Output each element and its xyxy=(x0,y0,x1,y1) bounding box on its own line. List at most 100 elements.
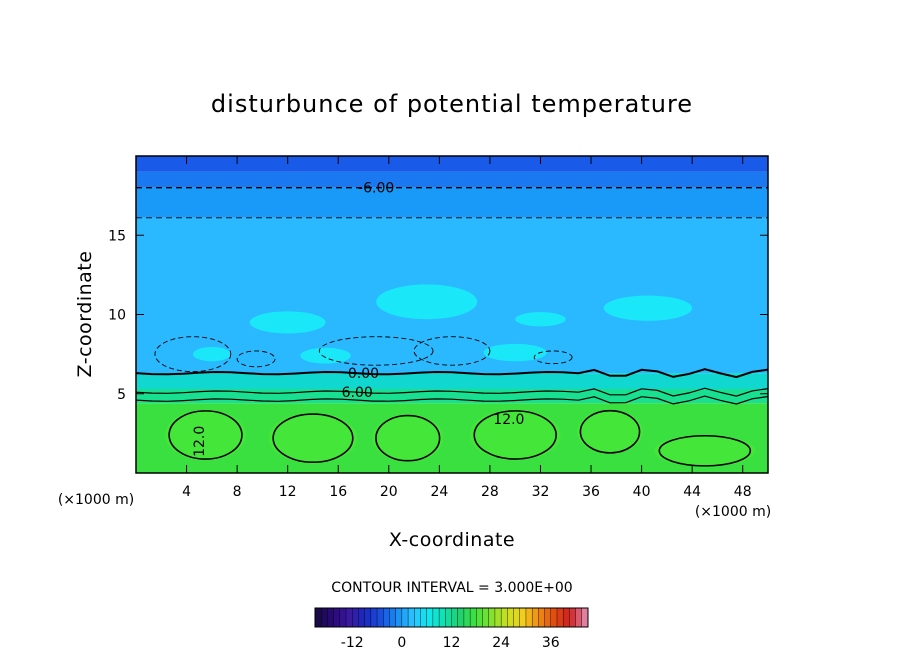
colorbar-swatch-5 xyxy=(345,607,353,628)
fill-band-4 xyxy=(136,373,768,389)
colorbar-swatch-13 xyxy=(395,607,403,628)
colorbar-swatch-12 xyxy=(389,607,397,628)
colorbar-swatch-26 xyxy=(476,607,484,628)
colorbar-swatch-33 xyxy=(519,607,527,628)
contour-lines xyxy=(135,186,769,467)
colorbar-swatch-43 xyxy=(581,607,589,628)
colorbar-tick-label-4: 36 xyxy=(542,635,560,651)
colorbar-tick-label-0: -12 xyxy=(341,635,364,651)
colorbar-ticks: -12 0 12 24 36 xyxy=(341,635,560,651)
contour-12-loop-3 xyxy=(473,410,557,460)
contour-12-loop-1 xyxy=(272,413,354,464)
colorbar-swatch-8 xyxy=(364,607,372,628)
contour-12-loop-0 xyxy=(168,410,243,460)
contour-labels: -6.00 0.00 6.00 12.0 12.0 xyxy=(192,181,524,457)
colorbar-swatch-19 xyxy=(432,607,440,628)
colorbar-swatch-17 xyxy=(420,607,428,628)
colorbar-swatch-22 xyxy=(451,607,459,628)
colorbar-swatch-25 xyxy=(469,607,477,628)
contour-12-loop-2 xyxy=(375,414,441,462)
contour-12-loop-4 xyxy=(579,409,641,454)
fill-band-2 xyxy=(136,187,768,218)
y-tick-label-0: 5 xyxy=(117,387,126,403)
x-tick-label-0: 4 xyxy=(182,484,191,500)
fill-patch-3 xyxy=(603,295,693,321)
colorbar-swatch-42 xyxy=(575,607,583,628)
colorbar-swatch-11 xyxy=(383,607,390,628)
contour-loop-1 xyxy=(236,350,276,368)
colorbar-swatch-21 xyxy=(445,607,452,628)
contour-label-4: 12.0 xyxy=(192,426,208,457)
colorbar-swatch-35 xyxy=(531,607,539,628)
contour-loop-4 xyxy=(533,350,573,365)
colorbar-swatch-2 xyxy=(327,607,335,628)
y-tick-label-2: 15 xyxy=(108,228,126,244)
colorbar-swatch-6 xyxy=(352,607,359,628)
fill-patch-5 xyxy=(483,343,547,362)
colorbar-swatch-14 xyxy=(401,607,409,628)
x-tick-label-6: 28 xyxy=(481,484,499,500)
colorbar-frame xyxy=(314,607,589,628)
x-tick-label-4: 20 xyxy=(380,484,398,500)
x-tick-label-5: 24 xyxy=(430,484,448,500)
x-tick-label-3: 16 xyxy=(329,484,347,500)
contour-solid-1 xyxy=(135,387,769,397)
colorbar-swatch-30 xyxy=(500,607,508,628)
colorbar-swatch-38 xyxy=(550,607,558,628)
y-axis-ticks: 5 10 15 xyxy=(108,228,768,403)
colorbar xyxy=(314,607,589,628)
fill-blob-5 xyxy=(654,434,756,467)
colorbar-swatch-31 xyxy=(507,607,515,628)
colorbar-swatch-39 xyxy=(556,607,564,628)
contour-label-2: 6.00 xyxy=(342,385,373,401)
x-unit-left: (×1000 m) xyxy=(58,492,134,508)
x-tick-label-7: 32 xyxy=(532,484,550,500)
contour-12-loop-5 xyxy=(658,434,752,467)
colorbar-tick-label-1: 0 xyxy=(397,635,406,651)
y-tick-label-1: 10 xyxy=(108,308,126,324)
colorbar-swatch-29 xyxy=(494,607,502,628)
colorbar-swatch-16 xyxy=(414,607,421,628)
fill-blob-1 xyxy=(268,412,358,464)
colorbar-swatch-24 xyxy=(463,607,471,628)
contour-fill xyxy=(136,156,768,473)
contour-solid-2 xyxy=(135,395,769,405)
colorbar-swatch-34 xyxy=(525,607,533,628)
colorbar-tick-label-2: 12 xyxy=(443,635,461,651)
colorbar-swatch-3 xyxy=(333,607,341,628)
colorbar-swatch-27 xyxy=(482,607,490,628)
colorbar-swatch-28 xyxy=(488,607,496,628)
colorbar-swatch-10 xyxy=(376,607,384,628)
x-tick-label-9: 40 xyxy=(633,484,651,500)
colorbar-swatch-23 xyxy=(457,607,465,628)
contour-label-3: 12.0 xyxy=(493,412,524,428)
contour-loop-3 xyxy=(413,336,491,366)
colorbar-swatch-15 xyxy=(407,607,415,628)
x-axis-label: X-coordinate xyxy=(389,529,515,551)
x-unit-right: (×1000 m) xyxy=(695,504,771,520)
colorbar-swatch-32 xyxy=(513,607,521,628)
contour-loop-0 xyxy=(154,336,232,373)
x-tick-label-2: 12 xyxy=(279,484,297,500)
fill-patch-1 xyxy=(376,284,478,320)
colorbar-swatch-9 xyxy=(370,607,378,628)
fill-patch-2 xyxy=(515,312,566,327)
contour-loop-2 xyxy=(318,336,434,366)
x-tick-label-8: 36 xyxy=(582,484,600,500)
fill-patch-6 xyxy=(192,346,231,362)
contour-interval-label: CONTOUR INTERVAL = 3.000E+00 xyxy=(331,580,572,596)
fill-patch-4 xyxy=(300,347,351,364)
chart-title: disturbunce of potential temperature xyxy=(211,90,693,118)
plot-area: -6.00 0.00 6.00 12.0 12.0 xyxy=(135,155,769,474)
colorbar-swatch-41 xyxy=(569,607,577,628)
x-axis-ticks: 4 8 12 16 20 24 28 32 36 40 44 48 xyxy=(182,156,752,500)
colorbar-swatch-36 xyxy=(538,607,546,628)
fill-blob-0 xyxy=(165,409,246,461)
fill-blob-2 xyxy=(372,414,444,462)
colorbar-swatch-7 xyxy=(358,607,366,628)
x-tick-label-1: 8 xyxy=(233,484,242,500)
fill-patch-0 xyxy=(249,311,326,334)
fill-band-1 xyxy=(136,171,768,188)
x-tick-label-10: 44 xyxy=(683,484,701,500)
